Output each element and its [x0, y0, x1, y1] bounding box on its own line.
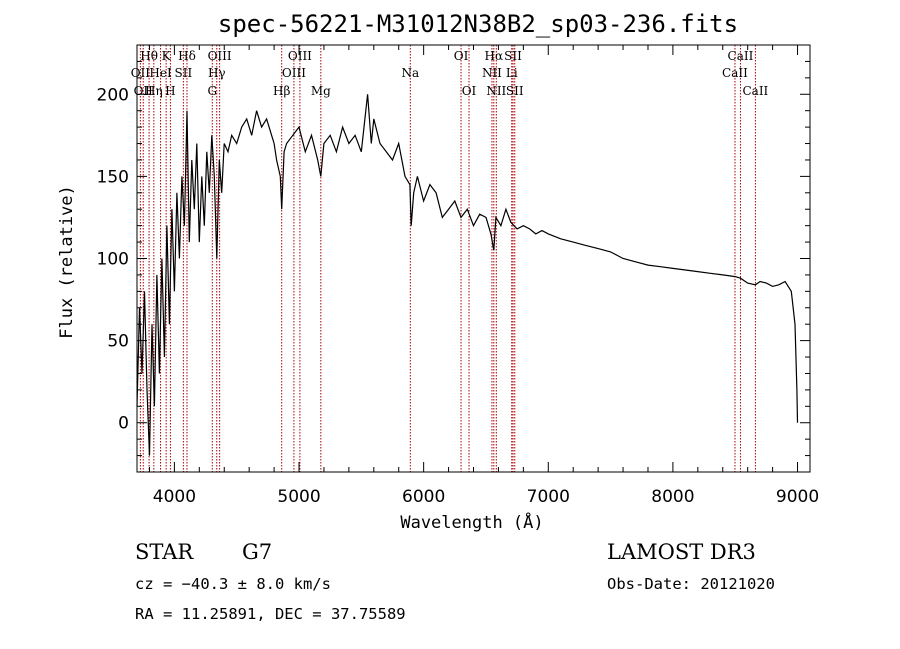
line-label-12: Hβ — [273, 84, 290, 98]
object-class: STAR — [135, 540, 194, 564]
x-tick-label-1: 5000 — [277, 487, 320, 507]
line-label-17: OI — [454, 49, 469, 63]
line-label-2: Hθ — [140, 49, 158, 63]
y-axis-label: Flux (relative) — [57, 185, 77, 339]
x-axis-label: Wavelength (Å) — [400, 511, 543, 533]
y-axis-ticks: 0 50 100 150 200 — [97, 60, 810, 457]
object-subclass: G7 — [242, 540, 272, 564]
line-label-19: NII — [482, 66, 502, 80]
line-label-18: OI — [462, 84, 477, 98]
spectrum-line — [136, 94, 799, 456]
line-label-14: OIII — [288, 49, 312, 63]
line-label-24: SII — [506, 84, 524, 98]
x-tick-label-3: 7000 — [527, 487, 570, 507]
line-label-16: Na — [401, 66, 419, 80]
line-label-21: NII — [486, 84, 506, 98]
line-label-10: Hγ — [208, 66, 226, 80]
chart-title: spec-56221-M31012N38B2_sp03-236.fits — [218, 10, 738, 38]
redshift-text: cz = −40.3 ± 8.0 km/s — [135, 575, 331, 593]
plot-frame — [136, 44, 811, 473]
line-label-3: Hη — [145, 84, 163, 98]
y-tick-label-2: 100 — [97, 250, 129, 270]
survey-name: LAMOST DR3 — [607, 540, 756, 564]
line-label-27: CaII — [742, 84, 768, 98]
line-label-13: OIII — [282, 66, 306, 80]
obs-date: Obs-Date: 20121020 — [607, 575, 775, 593]
spectral-line-labels: OIIOIIHθHηHeIKHSIIHδGHγOIIIHβOIIIOIIIMgN… — [131, 49, 769, 98]
x-axis-ticks: 4000 5000 6000 7000 8000 9000 — [148, 45, 819, 507]
line-label-4: HeI — [149, 66, 172, 80]
x-tick-label-4: 8000 — [651, 487, 694, 507]
line-label-7: SII — [175, 66, 193, 80]
line-label-20: Hα — [485, 49, 504, 63]
line-label-8: Hδ — [178, 49, 196, 63]
line-label-23: SII — [504, 49, 522, 63]
coordinates: RA = 11.25891, DEC = 37.75589 — [135, 605, 406, 623]
y-tick-label-4: 200 — [97, 85, 129, 105]
line-label-26: CaII — [728, 49, 754, 63]
line-label-15: Mg — [311, 84, 331, 98]
y-tick-label-0: 0 — [118, 414, 129, 434]
line-label-5: K — [162, 49, 172, 63]
y-tick-label-3: 150 — [97, 167, 129, 187]
line-label-25: CaII — [722, 66, 748, 80]
spectral-line-markers — [139, 45, 756, 472]
x-tick-label-0: 4000 — [153, 487, 196, 507]
line-label-9: G — [207, 84, 217, 98]
line-label-11: OIII — [208, 49, 232, 63]
y-tick-label-1: 50 — [107, 332, 129, 352]
line-label-22: Li — [506, 66, 518, 80]
line-label-0: OII — [131, 66, 151, 80]
x-tick-label-5: 9000 — [776, 487, 819, 507]
x-tick-label-2: 6000 — [402, 487, 445, 507]
line-label-6: H — [165, 84, 175, 98]
